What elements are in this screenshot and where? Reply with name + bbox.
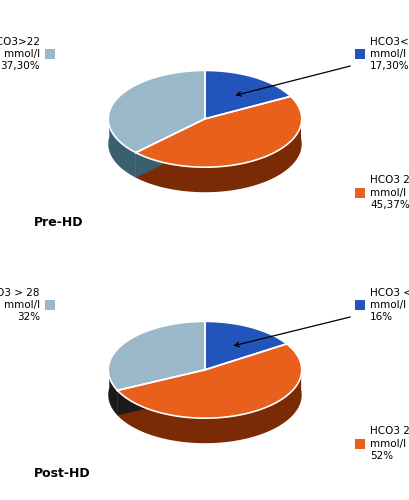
Polygon shape [108, 112, 135, 178]
Text: HCO3<20
mmol/l
17,30%: HCO3<20 mmol/l 17,30% [369, 36, 409, 72]
Bar [354, 49, 364, 59]
Polygon shape [135, 119, 204, 178]
Polygon shape [204, 70, 290, 119]
Text: Pre-HD: Pre-HD [34, 216, 83, 229]
Text: HCO3 26-28
mmol/l
52%: HCO3 26-28 mmol/l 52% [369, 426, 409, 461]
Text: HCO3 > 28
mmol/l
32%: HCO3 > 28 mmol/l 32% [0, 288, 40, 322]
Bar [354, 438, 364, 449]
Polygon shape [117, 344, 301, 418]
Text: HCO3>22
mmol/l
37,30%: HCO3>22 mmol/l 37,30% [0, 36, 40, 72]
Text: Post-HD: Post-HD [34, 467, 91, 480]
Polygon shape [135, 119, 204, 178]
Polygon shape [204, 322, 286, 370]
Bar [354, 300, 364, 310]
Bar [45, 300, 55, 310]
Text: HCO3 < 26
mmol/l
16%: HCO3 < 26 mmol/l 16% [369, 288, 409, 322]
Bar [354, 188, 364, 198]
Polygon shape [108, 322, 204, 390]
Text: HCO3 20-22
mmol/l
45,37%: HCO3 20-22 mmol/l 45,37% [369, 176, 409, 210]
Polygon shape [108, 70, 204, 152]
Polygon shape [117, 370, 204, 416]
Polygon shape [117, 370, 204, 416]
Polygon shape [108, 363, 117, 416]
Polygon shape [117, 364, 301, 443]
Polygon shape [135, 113, 301, 192]
Bar [45, 49, 55, 59]
Polygon shape [135, 96, 301, 167]
